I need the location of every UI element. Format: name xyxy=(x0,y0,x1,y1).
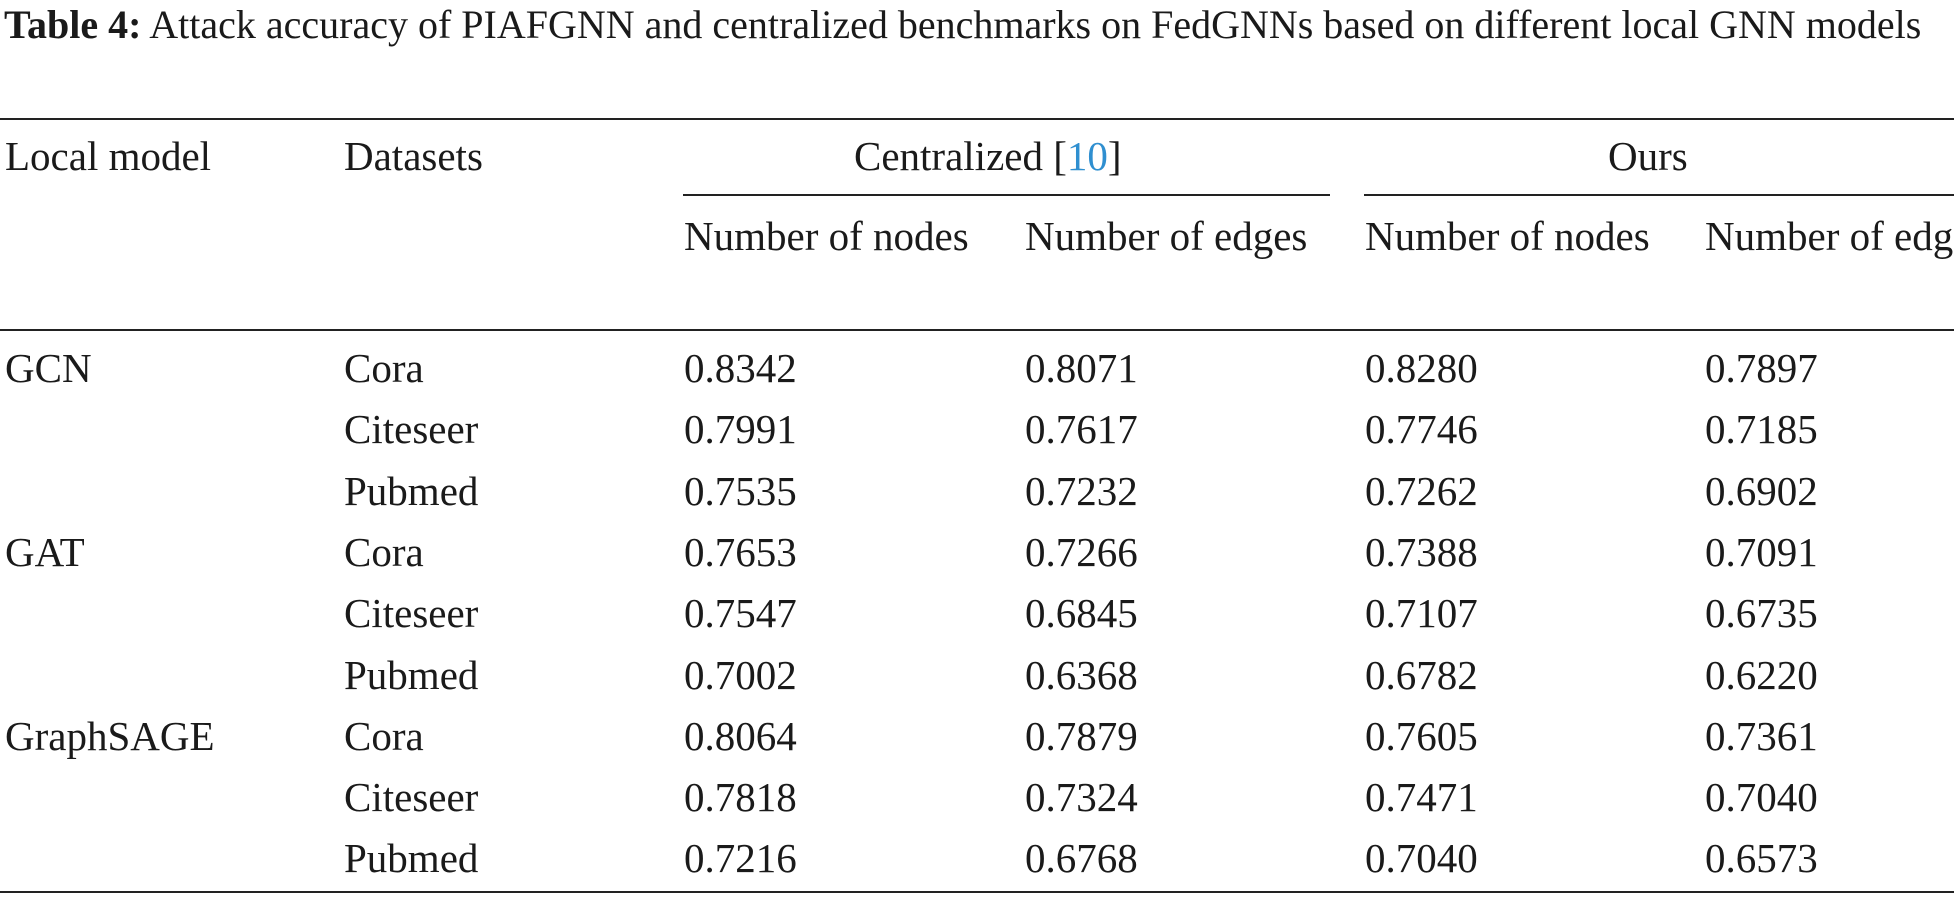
header-bottom-rule xyxy=(0,329,1954,331)
table-cell-dataset: Pubmed xyxy=(344,652,479,698)
table-cell-value: 0.7324 xyxy=(1025,774,1138,820)
caption-text: Attack accuracy of PIAFGNN and centraliz… xyxy=(141,2,1922,47)
table-cell-dataset: Cora xyxy=(344,345,424,391)
table-cell-value: 0.7388 xyxy=(1365,529,1478,575)
table-cell-dataset: Citeseer xyxy=(344,774,479,820)
table-cell-value: 0.7879 xyxy=(1025,713,1138,759)
table-cell-value: 0.7547 xyxy=(684,590,797,636)
table-cell-dataset: Citeseer xyxy=(344,406,479,452)
table-cell-value: 0.6573 xyxy=(1705,835,1818,881)
bottom-rule xyxy=(0,891,1954,893)
header-group-ours: Ours xyxy=(1608,133,1688,179)
header-local-model: Local model xyxy=(5,133,212,179)
group-centralized-label: Centralized [ xyxy=(854,133,1067,179)
group-centralized-close: ] xyxy=(1107,133,1122,179)
top-rule xyxy=(0,118,1954,120)
table-cell-value: 0.8342 xyxy=(684,345,797,391)
table-cell-model: GAT xyxy=(5,529,85,575)
table-cell-value: 0.6768 xyxy=(1025,835,1138,881)
table-cell-value: 0.7091 xyxy=(1705,529,1818,575)
table-cell-value: 0.7040 xyxy=(1705,774,1818,820)
table-cell-value: 0.7746 xyxy=(1365,406,1478,452)
table-cell-value: 0.6220 xyxy=(1705,652,1818,698)
table-cell-dataset: Pubmed xyxy=(344,468,479,514)
table-cell-value: 0.6735 xyxy=(1705,590,1818,636)
table-cell-value: 0.7361 xyxy=(1705,713,1818,759)
table-cell-value: 0.7605 xyxy=(1365,713,1478,759)
centralized-group-rule xyxy=(683,194,1330,196)
table-cell-value: 0.8064 xyxy=(684,713,797,759)
ours-group-rule xyxy=(1364,194,1954,196)
table-cell-value: 0.6782 xyxy=(1365,652,1478,698)
header-group-centralized: Centralized [10] xyxy=(854,132,1122,180)
table-cell-value: 0.7002 xyxy=(684,652,797,698)
subheader-centralized-edges: Number of edges xyxy=(1025,213,1308,259)
table-cell-dataset: Citeseer xyxy=(344,590,479,636)
table-cell-value: 0.7535 xyxy=(684,468,797,514)
caption-label: Table 4: xyxy=(4,2,142,47)
header-datasets: Datasets xyxy=(344,133,483,179)
table-cell-value: 0.7653 xyxy=(684,529,797,575)
table-cell-value: 0.7471 xyxy=(1365,774,1478,820)
subheader-centralized-nodes: Number of nodes xyxy=(684,213,969,259)
table-cell-value: 0.7991 xyxy=(684,406,797,452)
subheader-ours-edges: Number of edges xyxy=(1705,213,1954,259)
table-cell-model: GraphSAGE xyxy=(5,713,215,759)
table-cell-model: GCN xyxy=(5,345,92,391)
table-cell-value: 0.7617 xyxy=(1025,406,1138,452)
table-cell-dataset: Pubmed xyxy=(344,835,479,881)
table-cell-value: 0.7818 xyxy=(684,774,797,820)
subheader-ours-nodes: Number of nodes xyxy=(1365,213,1650,259)
table-cell-value: 0.8280 xyxy=(1365,345,1478,391)
table-cell-value: 0.6368 xyxy=(1025,652,1138,698)
table-cell-value: 0.7266 xyxy=(1025,529,1138,575)
table-cell-value: 0.7232 xyxy=(1025,468,1138,514)
table-cell-value: 0.7185 xyxy=(1705,406,1818,452)
table-cell-value: 0.7262 xyxy=(1365,468,1478,514)
table-cell-value: 0.7107 xyxy=(1365,590,1478,636)
table-cell-value: 0.8071 xyxy=(1025,345,1138,391)
table-caption: Table 4: Attack accuracy of PIAFGNN and … xyxy=(4,2,1950,48)
table-cell-value: 0.6902 xyxy=(1705,468,1818,514)
table-cell-dataset: Cora xyxy=(344,529,424,575)
citation-link[interactable]: 10 xyxy=(1066,133,1108,179)
table-cell-value: 0.6845 xyxy=(1025,590,1138,636)
table-cell-value: 0.7216 xyxy=(684,835,797,881)
table-cell-dataset: Cora xyxy=(344,713,424,759)
table-cell-value: 0.7040 xyxy=(1365,835,1478,881)
table-cell-value: 0.7897 xyxy=(1705,345,1818,391)
